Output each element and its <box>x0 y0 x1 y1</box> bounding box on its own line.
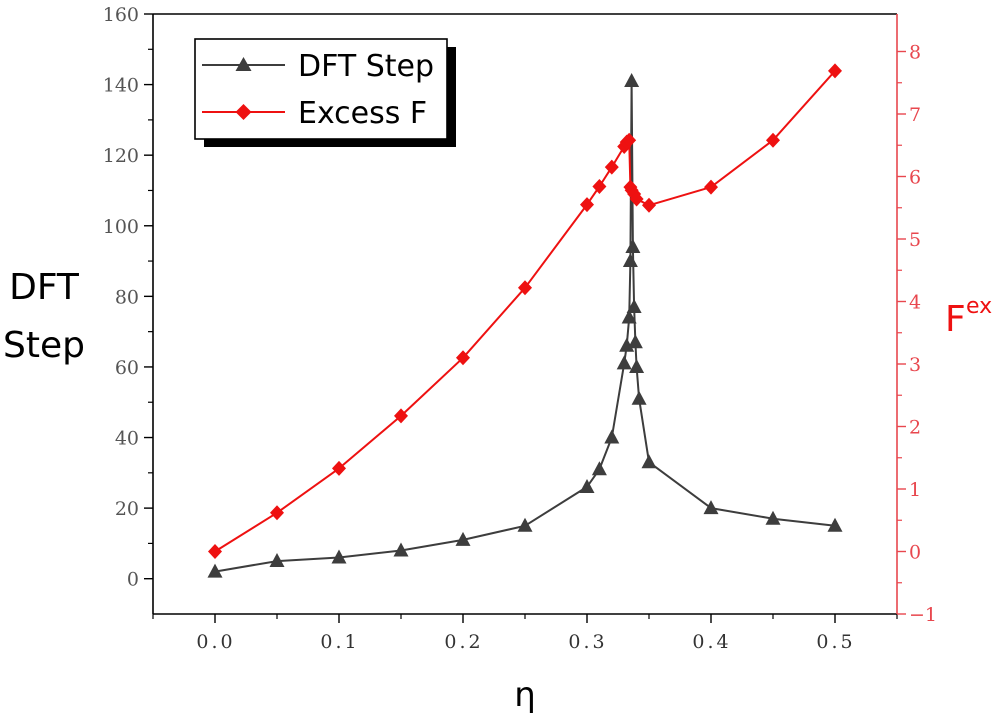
excess-f-data-point <box>629 191 644 207</box>
y-tick-label: 160 <box>103 4 139 26</box>
excess-f-data-point <box>518 280 532 296</box>
dft-step-data-point <box>455 531 471 546</box>
legend-excess-f-label: Excess F <box>298 96 427 131</box>
dft-step-data-point <box>621 309 637 324</box>
y2-tick-label: 7 <box>909 104 921 126</box>
excess-f-data-point <box>394 408 408 424</box>
y2-tick-label: 4 <box>909 292 921 314</box>
y-tick-label: 0 <box>127 569 139 591</box>
y2-tick-label: 5 <box>909 229 921 251</box>
excess-f-data-point <box>270 505 284 521</box>
series-layer <box>207 63 843 578</box>
y-tick-label: 140 <box>103 75 139 97</box>
excess-f-data-point <box>642 197 656 213</box>
y2-tick-label: 0 <box>909 542 921 564</box>
dft-step-data-point <box>517 517 533 532</box>
dft-step-data-point <box>624 73 640 88</box>
excess-f-data-point <box>456 350 470 366</box>
excess-f-data-point <box>332 460 346 476</box>
y2-tick-label: 6 <box>909 167 921 189</box>
dft-step-data-point <box>626 298 642 313</box>
legend: DFT Step Excess F <box>194 38 456 147</box>
excess-f-data-point <box>766 132 780 148</box>
dft-step-data-point <box>269 553 285 568</box>
excess-f-data-point <box>208 544 222 559</box>
legend-box <box>194 38 448 140</box>
y2-axis-title: F <box>945 299 966 340</box>
dft-step-data-point <box>579 478 595 493</box>
y-tick-label: 100 <box>103 216 139 238</box>
excess-f-data-point <box>580 197 594 213</box>
excess-f-data-point <box>704 179 718 195</box>
dft-step-data-point <box>631 390 647 405</box>
dft-step-data-point <box>629 358 645 373</box>
y2-axis-title-superscript: ex <box>966 294 992 319</box>
dft-step-data-point <box>619 337 635 352</box>
dft-step-data-point <box>591 461 607 476</box>
excess-f-data-point <box>592 179 607 194</box>
y-tick-label: 80 <box>115 286 139 308</box>
dft-step-data-point <box>703 500 719 515</box>
y2-tick-label: −1 <box>909 604 937 626</box>
y2-tick-label: 3 <box>909 354 921 376</box>
x-tick-label: 0.0 <box>196 631 235 653</box>
dft-step-data-point <box>765 510 781 525</box>
y-axis-title-line2: Step <box>3 325 85 366</box>
dft-step-data-point <box>625 238 641 253</box>
y-tick-label: 120 <box>103 145 139 167</box>
x-tick-label: 0.2 <box>444 631 483 653</box>
legend-excess-f-marker <box>235 104 252 120</box>
dft-step-data-point <box>207 563 223 578</box>
y-tick-label: 20 <box>115 498 139 520</box>
legend-dft-step-label: DFT Step <box>298 49 434 84</box>
x-tick-label: 0.4 <box>692 631 731 653</box>
dft-step-data-point <box>331 549 347 564</box>
y2-tick-label: 2 <box>909 417 921 439</box>
y-tick-label: 40 <box>115 428 139 450</box>
dft-step-data-point <box>393 542 409 557</box>
y-tick-label: 60 <box>115 357 139 379</box>
ticks-layer <box>144 13 906 623</box>
x-tick-label: 0.1 <box>320 631 359 653</box>
y-axis-title-line1: DFT <box>9 267 80 308</box>
dft-step-data-point <box>622 253 638 268</box>
dft-step-data-point <box>641 454 657 469</box>
excess-f-data-point <box>604 159 619 175</box>
excess-f-data-point <box>622 132 637 148</box>
dft-step-series-line <box>214 80 836 573</box>
y2-tick-label: 8 <box>909 42 921 64</box>
dft-step-data-point <box>616 355 632 370</box>
excess-f-data-point <box>828 63 842 79</box>
x-tick-label: 0.5 <box>816 631 855 653</box>
x-tick-label: 0.3 <box>568 631 607 653</box>
legend-dft-step-marker <box>235 57 252 71</box>
dft-step-data-point <box>827 517 843 532</box>
x-axis-title: η <box>514 675 536 715</box>
y2-tick-label: 1 <box>909 479 921 501</box>
dft-step-data-point <box>627 334 643 349</box>
dft-step-data-point <box>604 429 620 444</box>
